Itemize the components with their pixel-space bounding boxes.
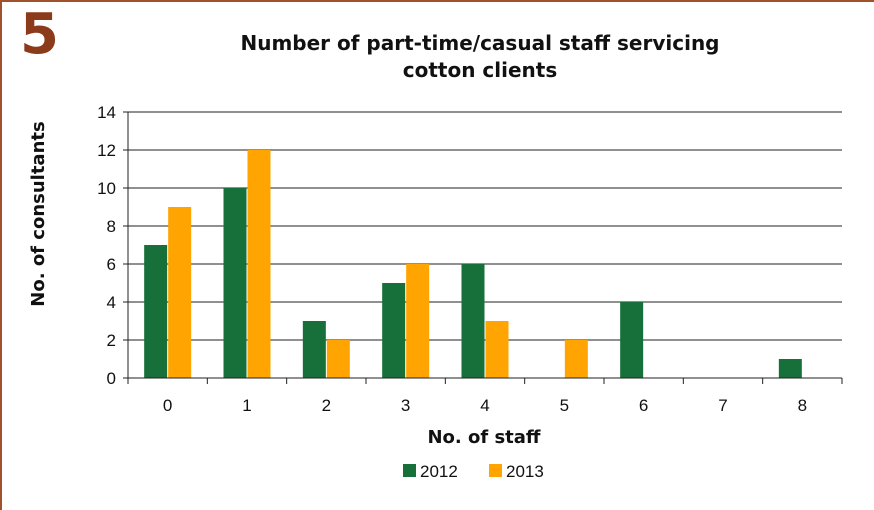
- x-tick-label-8: 8: [798, 396, 807, 415]
- x-tick-label-6: 6: [639, 396, 648, 415]
- x-tick-label-4: 4: [480, 396, 489, 415]
- y-tick-label-10: 10: [97, 179, 116, 198]
- bars: [144, 150, 802, 378]
- legend-label-2013: 2013: [506, 462, 544, 481]
- x-tick-label-3: 3: [401, 396, 410, 415]
- bar-2012-2: [302, 321, 326, 378]
- bar-2013-2: [326, 340, 350, 378]
- x-tick-label-1: 1: [242, 396, 251, 415]
- gridlines: [128, 111, 842, 341]
- bar-2012-0: [144, 245, 168, 378]
- legend-label-2012: 2012: [420, 462, 458, 481]
- y-tick-label-4: 4: [107, 293, 116, 312]
- legend: 2012 2013: [403, 462, 544, 481]
- bar-2013-4: [485, 321, 509, 378]
- x-tick-label-7: 7: [718, 396, 727, 415]
- axes: [123, 111, 843, 384]
- y-tick-label-0: 0: [107, 369, 116, 388]
- chart-title: Number of part-time/casual staff servici…: [130, 30, 830, 84]
- figure-number-badge: 5: [20, 2, 59, 67]
- frame-left-border: [0, 0, 2, 510]
- y-tick-labels: 0 2 4 6 8 10 12 14: [97, 103, 116, 388]
- x-tick-label-5: 5: [560, 396, 569, 415]
- y-tick-label-14: 14: [97, 103, 116, 122]
- y-tick-label-8: 8: [107, 217, 116, 236]
- y-tick-label-2: 2: [107, 331, 116, 350]
- chart-title-line-1: Number of part-time/casual staff servici…: [240, 31, 720, 55]
- bar-2012-3: [382, 283, 406, 378]
- bar-2013-1: [247, 150, 271, 378]
- x-tick-labels: 0 1 2 3 4 5 6 7 8: [163, 396, 807, 415]
- x-tick-label-0: 0: [163, 396, 172, 415]
- y-tick-label-6: 6: [107, 255, 116, 274]
- bar-2013-0: [168, 207, 192, 378]
- bar-2012-6: [620, 302, 644, 378]
- bar-2013-5: [564, 340, 588, 378]
- legend-swatch-2012: [403, 464, 416, 477]
- bar-2012-8: [778, 359, 802, 378]
- y-axis-title: No. of consultants: [28, 121, 49, 306]
- x-tick-label-2: 2: [322, 396, 331, 415]
- legend-swatch-2013: [489, 464, 502, 477]
- bar-2013-3: [406, 264, 430, 378]
- bar-2012-4: [461, 264, 485, 378]
- bar-2012-1: [223, 188, 247, 378]
- frame-top-border: [0, 0, 874, 2]
- y-tick-label-12: 12: [97, 141, 116, 160]
- chart-title-line-2: cotton clients: [402, 58, 558, 82]
- x-axis-title: No. of staff: [427, 427, 540, 448]
